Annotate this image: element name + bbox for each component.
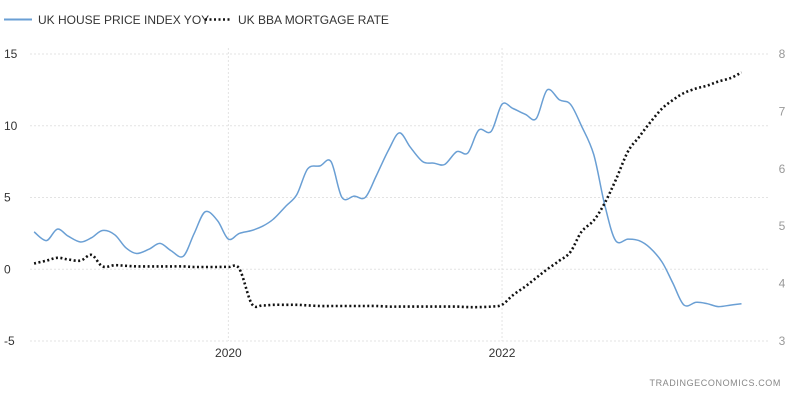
y-right-tick-label: 8 [779,47,786,61]
y-left-tick-label: -5 [4,334,15,348]
y-right-tick-label: 5 [779,219,786,233]
y-left-tick-label: 5 [4,191,11,205]
series-line-mortgage-rate [33,71,743,309]
legend: UK HOUSE PRICE INDEX YOY UK BBA MORTGAGE… [4,13,389,27]
grid [30,48,770,342]
legend-label-house-price: UK HOUSE PRICE INDEX YOY [38,13,209,27]
y-right-tick-label: 6 [779,162,786,176]
y-left-tick-label: 15 [4,47,18,61]
y-right-tick-label: 4 [779,277,786,291]
legend-label-mortgage-rate: UK BBA MORTGAGE RATE [238,13,389,27]
x-tick-label: 2020 [215,346,242,360]
x-axis: 2020 2022 [215,346,516,360]
source-label: TRADINGECONOMICS.COM [649,378,781,388]
y-right-tick-label: 7 [779,104,786,118]
right-y-axis: 8 7 6 5 4 3 [779,47,786,348]
x-tick-label: 2022 [489,346,516,360]
y-right-tick-label: 3 [779,334,786,348]
y-left-tick-label: 0 [4,262,11,276]
y-left-tick-label: 10 [4,119,18,133]
series-line-house-price [33,88,742,308]
left-y-axis: 15 10 5 0 -5 [4,47,18,348]
